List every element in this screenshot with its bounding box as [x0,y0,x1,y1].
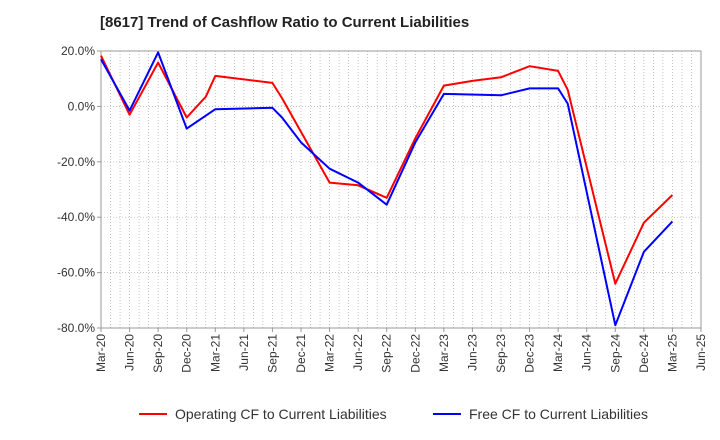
y-tick-label: -40.0% [57,210,95,224]
series-layer [100,51,674,327]
x-tick-label: Jun-20 [123,334,137,371]
x-tick-label: Jun-22 [351,334,365,371]
x-tick-label: Dec-21 [294,334,308,373]
x-tick-label: Sep-21 [265,334,279,373]
x-tick-label: Mar-25 [665,334,679,372]
x-tick-label: Mar-24 [551,334,565,372]
x-tick-label: Mar-23 [437,334,451,372]
y-tick-label: -80.0% [57,321,95,335]
y-axis: 20.0% 0.0% -20.0% -40.0% -60.0% -80.0% [57,44,101,335]
series-line-2 [100,51,674,327]
x-tick-label: Jun-21 [237,334,251,371]
x-tick-label: Sep-22 [380,334,394,373]
y-tick-label: -60.0% [57,266,95,280]
plot-area [101,51,701,328]
plot-frame [100,50,702,329]
x-tick-label: Dec-20 [180,334,194,373]
y-tick-label: -20.0% [57,155,95,169]
x-tick-label: Sep-24 [608,334,622,373]
legend-label-1: Operating CF to Current Liabilities [175,406,387,422]
y-tick-label: 20.0% [61,44,95,58]
legend: Operating CF to Current Liabilities Free … [139,406,648,422]
x-tick-label: Mar-21 [208,334,222,372]
x-tick-label: Mar-20 [94,334,108,372]
x-tick-label: Jun-25 [694,334,708,371]
y-tick-label: 0.0% [68,99,96,113]
chart-title: [8617] Trend of Cashflow Ratio to Curren… [100,14,470,31]
x-tick-label: Mar-22 [323,334,337,372]
series-line-1 [100,55,674,285]
x-axis: Mar-20 Jun-20 Sep-20 Dec-20 Mar-21 Jun-21 Sep-… [94,328,708,373]
x-tick-label: Jun-23 [465,334,479,371]
x-tick-label: Dec-24 [637,334,651,373]
x-tick-label: Dec-23 [523,334,537,373]
x-tick-label: Dec-22 [408,334,422,373]
x-tick-label: Sep-20 [151,334,165,373]
x-tick-label: Sep-23 [494,334,508,373]
x-tick-label: Jun-24 [580,334,594,371]
legend-label-2: Free CF to Current Liabilities [469,406,648,422]
